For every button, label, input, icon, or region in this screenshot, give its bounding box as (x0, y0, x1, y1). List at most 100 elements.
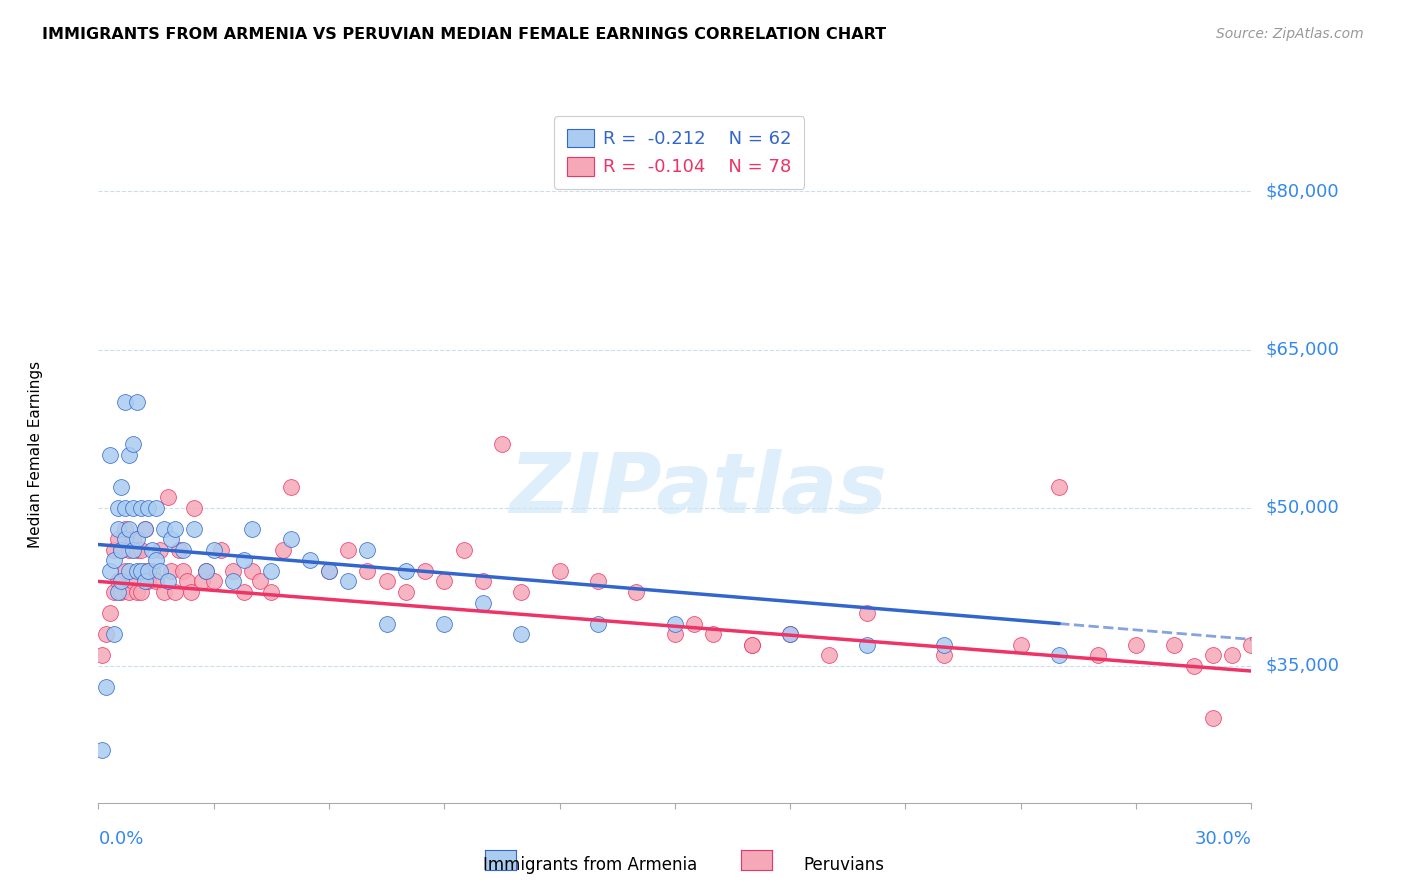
Point (202, 542, 225, 557)
Point (209, 542, 232, 557)
Point (141, 564, 163, 578)
Point (122, 574, 145, 589)
Point (180, 585, 202, 599)
Point (395, 585, 418, 599)
Point (129, 564, 152, 578)
Point (183, 500, 205, 515)
Point (1240, 638, 1263, 652)
Point (98, 564, 121, 578)
Point (702, 627, 724, 641)
Text: Peruvians: Peruvians (803, 856, 884, 874)
Point (453, 542, 475, 557)
Point (118, 564, 141, 578)
Point (233, 553, 256, 567)
Text: $80,000: $80,000 (1265, 182, 1339, 201)
Point (741, 638, 763, 652)
Point (103, 627, 125, 641)
Point (1125, 638, 1147, 652)
Point (110, 542, 132, 557)
Point (122, 437, 145, 451)
Point (491, 437, 513, 451)
Point (664, 627, 686, 641)
Point (134, 522, 156, 536)
Point (107, 585, 129, 599)
Text: 30.0%: 30.0% (1195, 830, 1251, 847)
Point (817, 648, 839, 663)
Text: $65,000: $65,000 (1265, 341, 1340, 359)
Point (510, 627, 533, 641)
Point (114, 564, 136, 578)
Point (1202, 711, 1225, 725)
Point (932, 648, 955, 663)
Point (118, 542, 141, 557)
Point (141, 542, 163, 557)
Point (586, 616, 609, 631)
Point (138, 574, 160, 589)
Point (471, 595, 494, 609)
Point (1163, 638, 1185, 652)
Point (375, 616, 398, 631)
Point (156, 490, 179, 504)
Point (856, 638, 879, 652)
Text: Immigrants from Armenia: Immigrants from Armenia (484, 856, 697, 874)
Point (145, 553, 167, 567)
Legend: R =  -0.212    N = 62, R =  -0.104    N = 78: R = -0.212 N = 62, R = -0.104 N = 78 (554, 116, 804, 189)
Point (356, 564, 378, 578)
Point (114, 500, 136, 515)
Point (1047, 479, 1070, 493)
Point (156, 574, 179, 589)
Point (1182, 658, 1205, 673)
Point (240, 564, 263, 578)
Point (122, 542, 145, 557)
Point (337, 542, 360, 557)
Point (1047, 648, 1070, 663)
Point (94, 680, 117, 694)
Point (222, 564, 245, 578)
Point (103, 553, 125, 567)
Point (114, 533, 136, 547)
Point (149, 542, 172, 557)
Point (94, 627, 117, 641)
Point (280, 479, 302, 493)
Point (152, 585, 174, 599)
Point (110, 479, 132, 493)
Point (125, 533, 148, 547)
Point (125, 542, 148, 557)
Text: ZIPatlas: ZIPatlas (509, 450, 887, 530)
Point (118, 448, 141, 462)
Point (145, 500, 167, 515)
Point (118, 522, 141, 536)
Point (167, 542, 190, 557)
Point (233, 585, 256, 599)
Point (134, 522, 156, 536)
Point (110, 542, 132, 557)
Point (138, 564, 160, 578)
Point (165, 585, 187, 599)
Point (107, 522, 129, 536)
Point (91, 648, 114, 663)
Point (626, 585, 648, 599)
Point (741, 638, 763, 652)
Point (1202, 648, 1225, 663)
Point (260, 564, 283, 578)
Point (298, 553, 321, 567)
Point (91, 743, 114, 757)
Text: $50,000: $50,000 (1265, 499, 1339, 516)
Point (249, 574, 271, 589)
Point (103, 542, 125, 557)
Point (114, 395, 136, 409)
Point (107, 574, 129, 589)
Text: IMMIGRANTS FROM ARMENIA VS PERUVIAN MEDIAN FEMALE EARNINGS CORRELATION CHART: IMMIGRANTS FROM ARMENIA VS PERUVIAN MEDI… (42, 27, 886, 42)
Point (683, 616, 706, 631)
Point (98, 606, 121, 620)
Point (856, 606, 879, 620)
Point (548, 564, 571, 578)
Point (129, 542, 152, 557)
Point (195, 564, 218, 578)
Point (118, 585, 141, 599)
Point (125, 395, 148, 409)
Point (932, 638, 955, 652)
Point (176, 574, 198, 589)
Point (172, 564, 194, 578)
Point (107, 500, 129, 515)
